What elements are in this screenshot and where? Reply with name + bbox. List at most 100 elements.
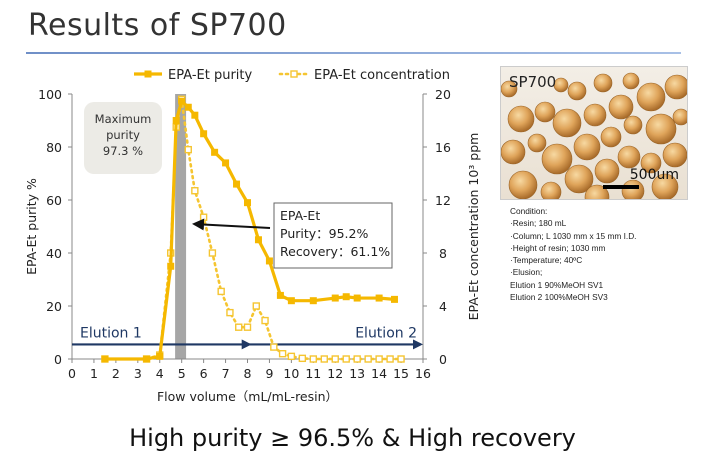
resin-bead <box>501 139 526 165</box>
concentration-point <box>243 323 252 331</box>
resin-bead <box>672 108 687 126</box>
max-purity-band <box>175 94 187 359</box>
chromatogram-chart: 0 1 2 3 4 5 6 7 8 9 10 11 12 13 14 15 160204060801000481… <box>24 68 481 404</box>
legend-purity-marker <box>144 70 152 78</box>
resin-bead <box>501 80 518 98</box>
concentration-point <box>261 316 269 325</box>
resin-bead <box>622 72 640 90</box>
x-tick-label: 12 <box>327 366 343 381</box>
resin-bead <box>553 77 569 93</box>
resin-bead <box>567 81 587 101</box>
purity-point <box>167 262 175 270</box>
purity-point <box>309 297 317 305</box>
purity-point <box>200 130 208 138</box>
x-tick-label: 9 <box>265 366 273 381</box>
resin-bead <box>608 94 634 120</box>
concentration-point <box>331 355 339 363</box>
legend-concentration-label: EPA-Et concentration <box>314 68 450 83</box>
concentration-point <box>208 249 217 257</box>
condition-line: ·Column; L 1030 mm x 15 mm I.D. <box>510 230 637 241</box>
resin-bead-micrograph: SP700 500um <box>500 66 688 200</box>
resin-bead <box>534 101 556 123</box>
max-purity-bubble <box>84 102 162 174</box>
resin-bead <box>573 133 601 161</box>
resin-bead <box>617 145 641 169</box>
x-tick-label: 8 <box>244 366 252 381</box>
resin-bead <box>564 164 594 194</box>
resin-bead <box>623 115 643 135</box>
resin-bead <box>662 142 687 168</box>
purity-point <box>390 295 398 303</box>
purity-point <box>211 148 219 156</box>
resin-bead <box>527 133 547 153</box>
x-tick-label: 16 <box>415 366 431 381</box>
y-axis-label: EPA-Et purity % <box>24 178 39 275</box>
resin-bead <box>640 152 662 174</box>
title-divider <box>26 52 681 54</box>
scale-bar <box>603 185 639 189</box>
resin-bead <box>507 105 535 133</box>
concentration-point <box>320 355 328 363</box>
max-purity-text: 97.3 % <box>103 144 143 158</box>
concentration-point <box>342 355 350 363</box>
concentration-point <box>217 287 225 296</box>
x-tick-label: 0 <box>68 366 76 381</box>
concentration-point <box>287 352 296 361</box>
purity-point <box>254 236 262 244</box>
resin-bead <box>594 158 620 184</box>
resin-bead <box>584 184 610 199</box>
y2-axis-label: EPA-Et concentration 10³ ppm <box>466 133 481 321</box>
y2-tick-label: 16 <box>435 140 451 155</box>
condition-line: ·Elusion; <box>510 267 543 278</box>
purity-point <box>143 355 151 363</box>
y2-tick-label: 12 <box>435 193 451 208</box>
concentration-point <box>226 308 234 317</box>
purity-point <box>375 294 383 302</box>
x-tick-label: 6 <box>200 366 208 381</box>
resin-bead <box>540 181 562 199</box>
purity-point <box>101 355 109 363</box>
concentration-point <box>375 355 383 363</box>
max-purity-text: Maximum <box>95 112 152 126</box>
purity-point <box>172 117 180 124</box>
purity-point <box>184 103 192 111</box>
x-tick-label: 14 <box>371 366 387 381</box>
concentration-point <box>235 323 243 331</box>
x-tick-label: 15 <box>393 366 409 381</box>
y2-tick-label: 8 <box>439 246 447 261</box>
y-tick-label: 60 <box>46 193 62 208</box>
resin-bead <box>636 82 666 112</box>
condition-line: ·Resin; 180 mL <box>510 218 567 229</box>
resin-bead <box>651 173 679 199</box>
concentration-point <box>278 350 287 358</box>
purity-point <box>353 294 361 302</box>
y2-tick-label: 0 <box>439 352 447 367</box>
photo-label: SP700 <box>509 73 557 91</box>
concentration-point <box>252 302 260 310</box>
y-tick-label: 100 <box>38 87 62 102</box>
resin-bead <box>621 179 645 199</box>
resin-bead <box>508 170 538 199</box>
purity-point <box>244 199 251 207</box>
callout-text: EPA-Et <box>280 208 320 223</box>
condition-line: ·Temperature; 40ºC <box>510 255 583 266</box>
x-tick-label: 3 <box>134 366 142 381</box>
x-tick-label: 4 <box>156 366 164 381</box>
elution2-label: Elution 2 <box>355 325 417 341</box>
concentration-point <box>397 355 405 363</box>
y2-tick-label: 4 <box>439 299 447 314</box>
x-tick-label: 5 <box>178 366 186 381</box>
y-tick-label: 40 <box>46 246 62 261</box>
resin-bead <box>600 126 622 148</box>
condition-line: Elution 2 100%MeOH SV3 <box>510 292 608 303</box>
y2-tick-label: 20 <box>435 87 451 102</box>
y-tick-label: 80 <box>46 140 62 155</box>
concentration-point <box>199 213 208 221</box>
condition-line: Condition: <box>510 206 548 216</box>
purity-point <box>342 293 350 301</box>
x-tick-label: 10 <box>283 366 299 381</box>
concentration-point <box>298 354 307 363</box>
elution1-label: Elution 1 <box>80 325 142 341</box>
resin-bead <box>552 108 582 138</box>
max-purity-text: purity <box>106 128 140 142</box>
